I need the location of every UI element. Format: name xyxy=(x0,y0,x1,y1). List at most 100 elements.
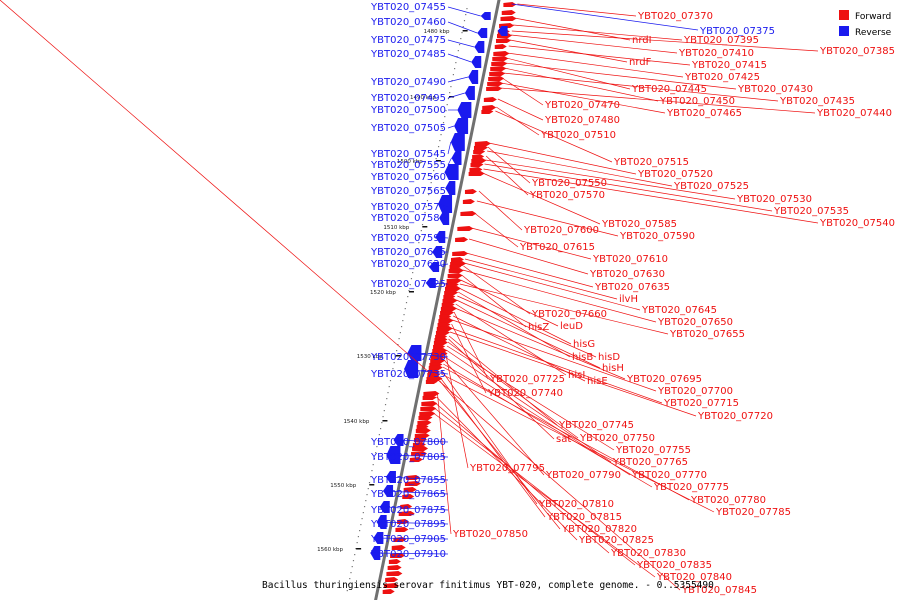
reverse-gene-label: YBT020_07490 xyxy=(370,77,446,88)
forward-gene xyxy=(487,81,504,86)
reverse-gene xyxy=(464,86,475,100)
forward-gene xyxy=(395,527,409,532)
forward-gene xyxy=(488,76,505,81)
track-dot xyxy=(397,344,399,346)
track-dot xyxy=(394,356,397,358)
reverse-leader xyxy=(447,21,478,34)
forward-gene xyxy=(419,411,436,416)
track-dot xyxy=(436,152,438,154)
reverse-gene xyxy=(404,360,419,378)
track-dot xyxy=(371,470,373,472)
forward-gene-label: YBT020_07650 xyxy=(657,317,733,328)
forward-gene-label: hisG xyxy=(573,339,595,350)
tick-label: 1480 kbp xyxy=(424,29,450,35)
track-dot xyxy=(352,560,355,562)
track-dot xyxy=(423,218,425,220)
forward-gene xyxy=(433,340,448,345)
track-dot xyxy=(356,542,358,544)
forward-leader xyxy=(441,373,715,513)
forward-leader xyxy=(436,396,578,541)
forward-leader xyxy=(463,265,531,315)
track-dot xyxy=(387,392,389,394)
track-dot xyxy=(382,416,384,418)
track-dot xyxy=(351,566,353,568)
tick-mark xyxy=(408,291,414,293)
forward-gene xyxy=(440,310,455,315)
forward-gene xyxy=(446,278,462,283)
track-dot xyxy=(458,44,461,46)
reverse-gene-label: YBT020_07625 xyxy=(370,279,446,290)
reverse-gene-label: YBT020_07545 xyxy=(370,149,446,160)
forward-gene-label: YBT020_07465 xyxy=(666,108,742,119)
forward-gene xyxy=(481,109,494,114)
forward-gene-label: YBT020_07430 xyxy=(737,84,813,95)
forward-leader xyxy=(487,146,531,184)
forward-leader xyxy=(501,77,544,106)
forward-leader xyxy=(488,142,637,175)
reverse-leader xyxy=(435,236,449,239)
track-dot xyxy=(407,296,409,298)
forward-leader xyxy=(462,269,657,323)
forward-leader xyxy=(510,34,678,54)
track-dot xyxy=(350,572,352,574)
forward-gene xyxy=(403,487,417,492)
reverse-gene-label: YBT020_07805 xyxy=(370,452,446,463)
forward-gene xyxy=(483,97,497,102)
forward-gene xyxy=(462,199,475,204)
forward-gene-label: YBT020_07725 xyxy=(489,374,565,385)
forward-gene-label: YBT020_07510 xyxy=(540,130,616,141)
forward-leader xyxy=(483,168,819,224)
track-dot xyxy=(456,56,458,58)
forward-gene-label: YBT020_07450 xyxy=(659,96,735,107)
forward-gene xyxy=(490,66,507,71)
forward-gene xyxy=(489,71,506,76)
reverse-leader xyxy=(445,187,449,192)
forward-gene-label: YBT020_07630 xyxy=(589,269,665,280)
track-dot xyxy=(426,200,429,202)
forward-gene-label: YBT020_07600 xyxy=(523,225,599,236)
forward-gene-label: YBT020_07745 xyxy=(558,420,634,431)
reverse-leader xyxy=(407,352,449,358)
forward-gene xyxy=(422,395,437,400)
track-dot xyxy=(430,182,432,184)
forward-gene-label: nrdI xyxy=(632,35,652,46)
reverse-gene xyxy=(480,12,491,20)
forward-gene-label: YBT020_07515 xyxy=(613,157,689,168)
forward-gene-label: YBT020_07790 xyxy=(545,470,621,481)
forward-gene xyxy=(437,322,451,327)
forward-gene xyxy=(448,268,464,273)
forward-gene-label: YBT020_07570 xyxy=(529,190,605,201)
reverse-gene xyxy=(457,102,472,118)
forward-gene-label: YBT020_07720 xyxy=(697,411,773,422)
forward-gene xyxy=(472,154,485,159)
reverse-gene-label: YBT020_07910 xyxy=(370,549,446,560)
forward-gene-label: YBT020_07770 xyxy=(631,470,707,481)
forward-gene-label: YBT020_07660 xyxy=(531,309,607,320)
track-dot xyxy=(398,338,400,340)
track-dot xyxy=(434,164,436,166)
forward-gene xyxy=(455,237,469,242)
forward-gene-label: YBT020_07385 xyxy=(819,46,895,57)
forward-gene-label: YBT020_07395 xyxy=(683,35,759,46)
forward-leader xyxy=(442,366,690,501)
forward-gene-label: YBT020_07415 xyxy=(691,60,767,71)
track-dot xyxy=(440,134,442,136)
tick-mark xyxy=(356,548,362,550)
legend-label-reverse: Reverse xyxy=(855,28,892,38)
track-dot xyxy=(368,482,371,484)
reverse-gene-label: YBT020_07565 xyxy=(370,186,446,197)
reverse-gene xyxy=(445,181,456,195)
forward-leader xyxy=(514,17,631,41)
forward-leader xyxy=(468,238,589,275)
reverse-gene-label: YBT020_07865 xyxy=(370,489,446,500)
reverse-gene xyxy=(474,41,485,53)
reverse-gene-label: YBT020_07595 xyxy=(370,233,446,244)
reverse-gene-label: YBT020_07460 xyxy=(370,17,446,28)
gene-layer xyxy=(370,2,517,594)
forward-leader xyxy=(471,227,592,260)
reverse-gene-label: YBT020_07605 xyxy=(370,247,446,258)
track-dot xyxy=(415,254,417,256)
reverse-leader xyxy=(370,552,449,555)
forward-gene xyxy=(441,302,455,307)
legend-label-forward: Forward xyxy=(855,12,891,22)
